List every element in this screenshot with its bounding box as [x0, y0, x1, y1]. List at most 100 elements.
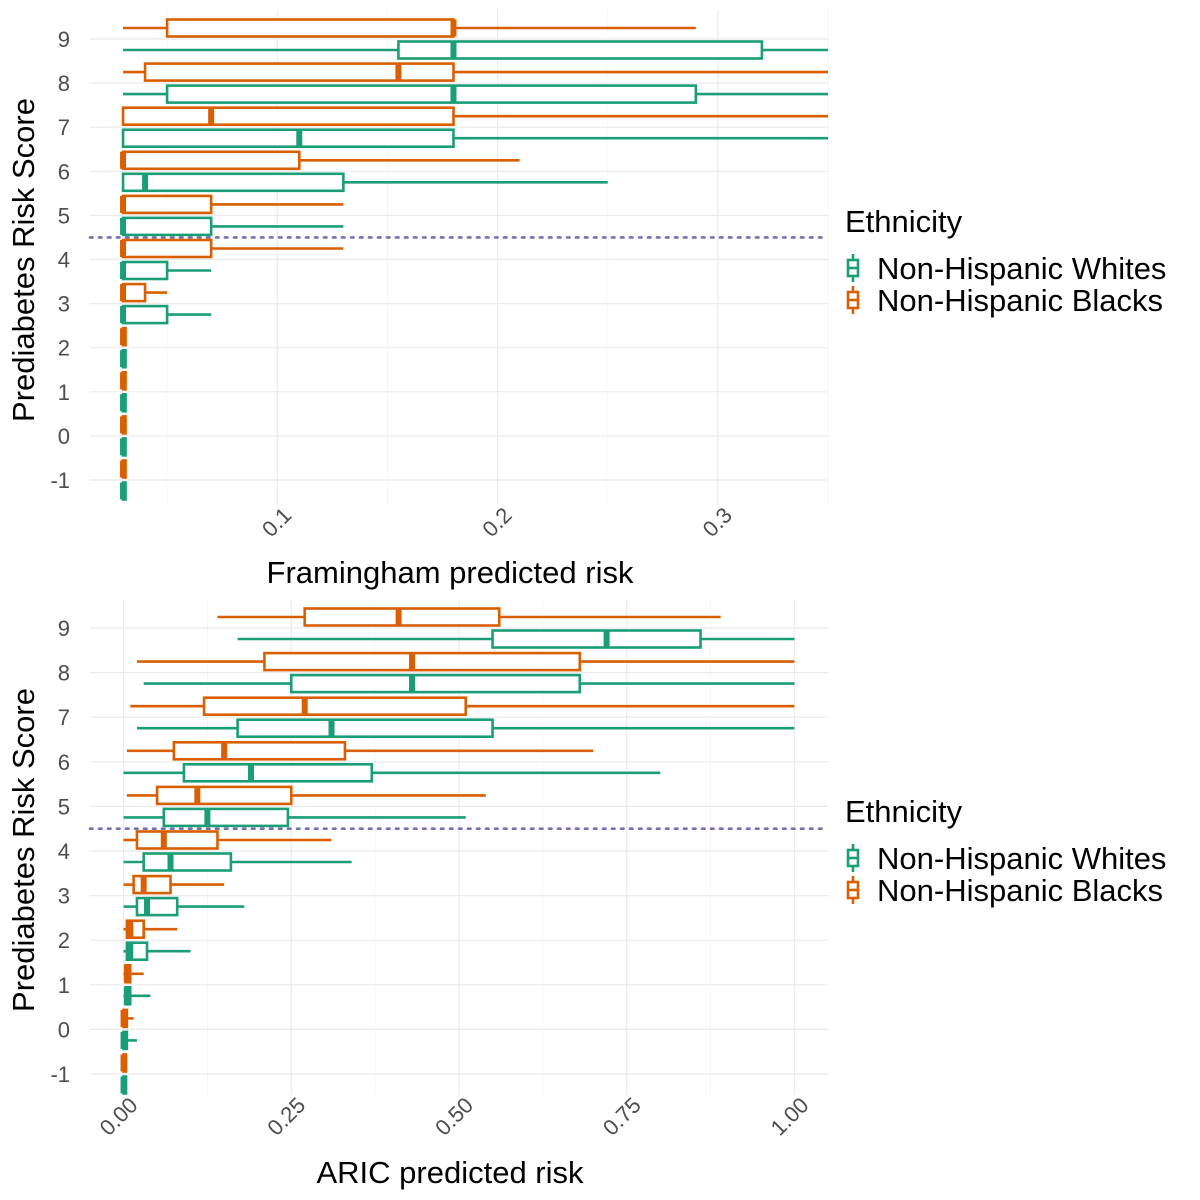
- framingham-y-tick-label: 5: [58, 203, 70, 228]
- framingham-y-tick-label: 8: [58, 71, 70, 96]
- box: [121, 216, 213, 237]
- box: [397, 40, 764, 60]
- aric-x-tick-label: 0.25: [262, 1092, 310, 1140]
- box: [135, 896, 179, 917]
- aric-y-tick-label: 8: [58, 661, 70, 686]
- box: [142, 852, 233, 872]
- framingham-boxplot-whites-score-6: [121, 172, 608, 193]
- framingham-boxplot-whites-score-1: [120, 392, 127, 413]
- aric-boxplot-whites-score-4: [123, 852, 352, 872]
- framingham-x-tick-label: 0.2: [477, 502, 516, 541]
- framingham-boxplot-whites-score-9: [123, 40, 828, 60]
- aric-boxplot-blacks-score-3: [123, 874, 225, 895]
- framingham-boxplot-whites-score--1: [120, 481, 127, 501]
- framingham-legend-title: Ethnicity: [845, 204, 963, 239]
- box: [121, 304, 169, 325]
- framingham-y-tick-label: 2: [58, 336, 70, 361]
- aric-legend-label-blacks: Non-Hispanic Blacks: [877, 873, 1163, 908]
- box: [121, 128, 455, 148]
- framingham-boxplot-whites-score-8: [123, 84, 828, 104]
- framingham-boxplot-whites-score-4: [120, 260, 212, 281]
- box: [263, 651, 582, 672]
- box: [165, 84, 698, 104]
- aric-y-tick-label: 2: [58, 928, 70, 953]
- framingham-boxplot-blacks-score-2: [120, 326, 127, 347]
- aric-y-tick-label: 9: [58, 616, 70, 641]
- aric-boxplot-whites-score-7: [136, 718, 795, 739]
- framingham-boxplot-blacks-score-3: [120, 282, 168, 303]
- aric-boxplot-blacks-score-7: [130, 696, 795, 717]
- aric-legend-title: Ethnicity: [845, 794, 963, 829]
- framingham-x-axis-title: Framingham predicted risk: [267, 555, 634, 590]
- framingham-legend-label-whites: Non-Hispanic Whites: [877, 251, 1166, 286]
- aric-boxplots: [88, 607, 830, 1095]
- aric-boxplot-whites-score-3: [123, 896, 245, 917]
- aric-x-tick-label: 1.00: [766, 1092, 814, 1140]
- box: [132, 874, 172, 895]
- aric-panel: -1 0 1 2 3 4 5 6 7 8 9 0.00 0.25 0.50 0.75 1.00 ARIC p…: [6, 600, 1166, 1190]
- aric-y-tick-label: 0: [58, 1017, 70, 1042]
- box: [121, 238, 213, 259]
- aric-boxplot-whites-score-2: [123, 941, 191, 962]
- framingham-boxplot-whites-score-5: [120, 216, 344, 237]
- framingham-boxplot-blacks-score-6: [120, 150, 520, 171]
- aric-boxplot-whites-score-6: [123, 762, 661, 783]
- box: [121, 194, 213, 215]
- framingham-legend-label-blacks: Non-Hispanic Blacks: [877, 283, 1163, 318]
- aric-x-tick-labels: 0.00 0.25 0.50 0.75 1.00: [95, 1092, 814, 1140]
- box: [172, 740, 347, 761]
- aric-legend-key-blacks: [846, 876, 860, 904]
- box: [121, 172, 345, 193]
- aric-y-tick-label: 7: [58, 705, 70, 730]
- framingham-y-tick-label: -1: [50, 468, 70, 493]
- framingham-boxplot-whites-score-2: [120, 348, 127, 369]
- aric-y-tick-label: -1: [50, 1062, 70, 1087]
- aric-legend-label-whites: Non-Hispanic Whites: [877, 841, 1166, 876]
- aric-boxplot-blacks-score-2: [123, 919, 178, 940]
- framingham-y-tick-label: 0: [58, 424, 70, 449]
- box: [121, 106, 455, 126]
- box: [143, 62, 455, 82]
- aric-x-tick-label: 0.00: [95, 1092, 143, 1140]
- aric-x-axis-title: ARIC predicted risk: [316, 1155, 584, 1190]
- aric-y-tick-labels: -1 0 1 2 3 4 5 6 7 8 9: [50, 616, 70, 1087]
- box: [165, 18, 455, 38]
- framingham-y-tick-label: 6: [58, 159, 70, 184]
- framingham-y-tick-label: 3: [58, 292, 70, 317]
- aric-y-tick-label: 6: [58, 750, 70, 775]
- aric-boxplot-whites-score--1: [120, 1075, 128, 1095]
- aric-boxplot-blacks-score-8: [136, 651, 795, 672]
- box: [182, 762, 374, 783]
- framingham-legend-key-blacks: [846, 286, 860, 314]
- box: [121, 260, 169, 281]
- aric-boxplot-whites-score-9: [237, 629, 795, 649]
- aric-boxplot-blacks-score-1: [123, 963, 144, 984]
- framingham-boxplots: [88, 18, 830, 501]
- framingham-boxplot-whites-score-0: [120, 437, 127, 457]
- box: [121, 150, 301, 171]
- framingham-x-tick-labels: 0.1 0.2 0.3: [257, 502, 737, 541]
- aric-legend-key-whites: [846, 844, 860, 872]
- framingham-legend: Ethnicity Non-Hispanic Whites Non-Hispan…: [845, 204, 1166, 318]
- framingham-y-tick-labels: -1 0 1 2 3 4 5 6 7 8 9: [50, 27, 70, 493]
- framingham-y-tick-label: 7: [58, 115, 70, 140]
- aric-boxplot-whites-score-5: [123, 807, 466, 828]
- framingham-boxplot-blacks-score-4: [120, 238, 344, 259]
- box: [491, 629, 702, 649]
- box: [303, 607, 501, 627]
- aric-boxplot-blacks-score-0: [120, 1008, 134, 1029]
- box: [162, 807, 290, 828]
- framingham-y-axis-title: Prediabetes Risk Score: [6, 98, 41, 422]
- framingham-legend-key-whites: [846, 254, 860, 282]
- framingham-x-tick-label: 0.3: [698, 502, 737, 541]
- box: [202, 696, 468, 717]
- framingham-y-tick-label: 9: [58, 27, 70, 52]
- box: [289, 673, 582, 694]
- aric-legend: Ethnicity Non-Hispanic Whites Non-Hispan…: [845, 794, 1166, 908]
- framingham-y-tick-label: 1: [58, 380, 70, 405]
- aric-y-axis-title: Prediabetes Risk Score: [6, 688, 41, 1012]
- framingham-boxplot-blacks-score--1: [120, 459, 127, 479]
- aric-boxplot-blacks-score-9: [217, 607, 721, 627]
- aric-y-tick-label: 5: [58, 794, 70, 819]
